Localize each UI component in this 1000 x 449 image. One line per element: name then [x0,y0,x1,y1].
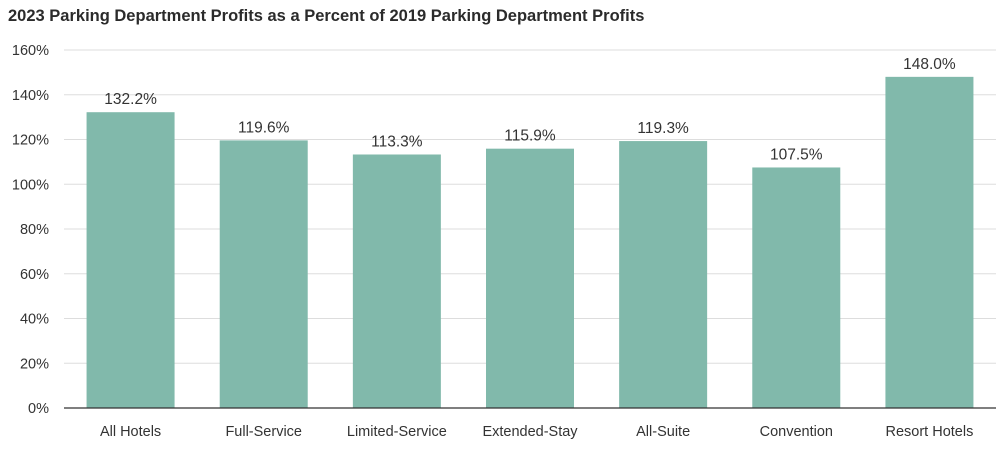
bar [219,140,308,408]
bar [885,76,974,408]
bar [752,167,841,408]
data-label: 119.3% [637,120,689,137]
x-tick-label: Limited-Service [347,424,447,440]
x-tick-label: All-Suite [636,424,690,440]
data-label: 115.9% [504,128,556,145]
bars [86,76,974,408]
y-tick-label: 0% [28,401,49,417]
y-tick-label: 140% [12,88,49,104]
y-tick-label: 100% [12,177,49,193]
data-label: 113.3% [371,133,423,150]
data-label: 132.2% [104,91,157,108]
data-label: 148.0% [903,56,956,73]
x-tick-label: Convention [760,424,833,440]
y-tick-label: 20% [20,356,49,372]
x-tick-label: Resort Hotels [886,424,974,440]
y-tick-label: 120% [12,133,49,149]
bar [619,141,708,408]
bar [352,154,441,408]
x-tick-label: Full-Service [225,424,302,440]
y-tick-label: 40% [20,312,49,328]
y-tick-label: 80% [20,222,49,238]
chart-title: 2023 Parking Department Profits as a Per… [8,7,645,25]
bar [486,148,574,408]
x-tick-label: Extended-Stay [482,424,578,440]
x-tick-label: All Hotels [100,424,161,440]
bar [86,112,175,408]
y-tick-label: 160% [12,43,49,59]
data-label: 119.6% [238,119,290,136]
labels: 0% 20% 40% 60% 80% 100% 120% 140% 160% 132.2% All … [12,43,973,440]
data-label: 107.5% [770,146,823,163]
y-tick-label: 60% [20,267,49,283]
